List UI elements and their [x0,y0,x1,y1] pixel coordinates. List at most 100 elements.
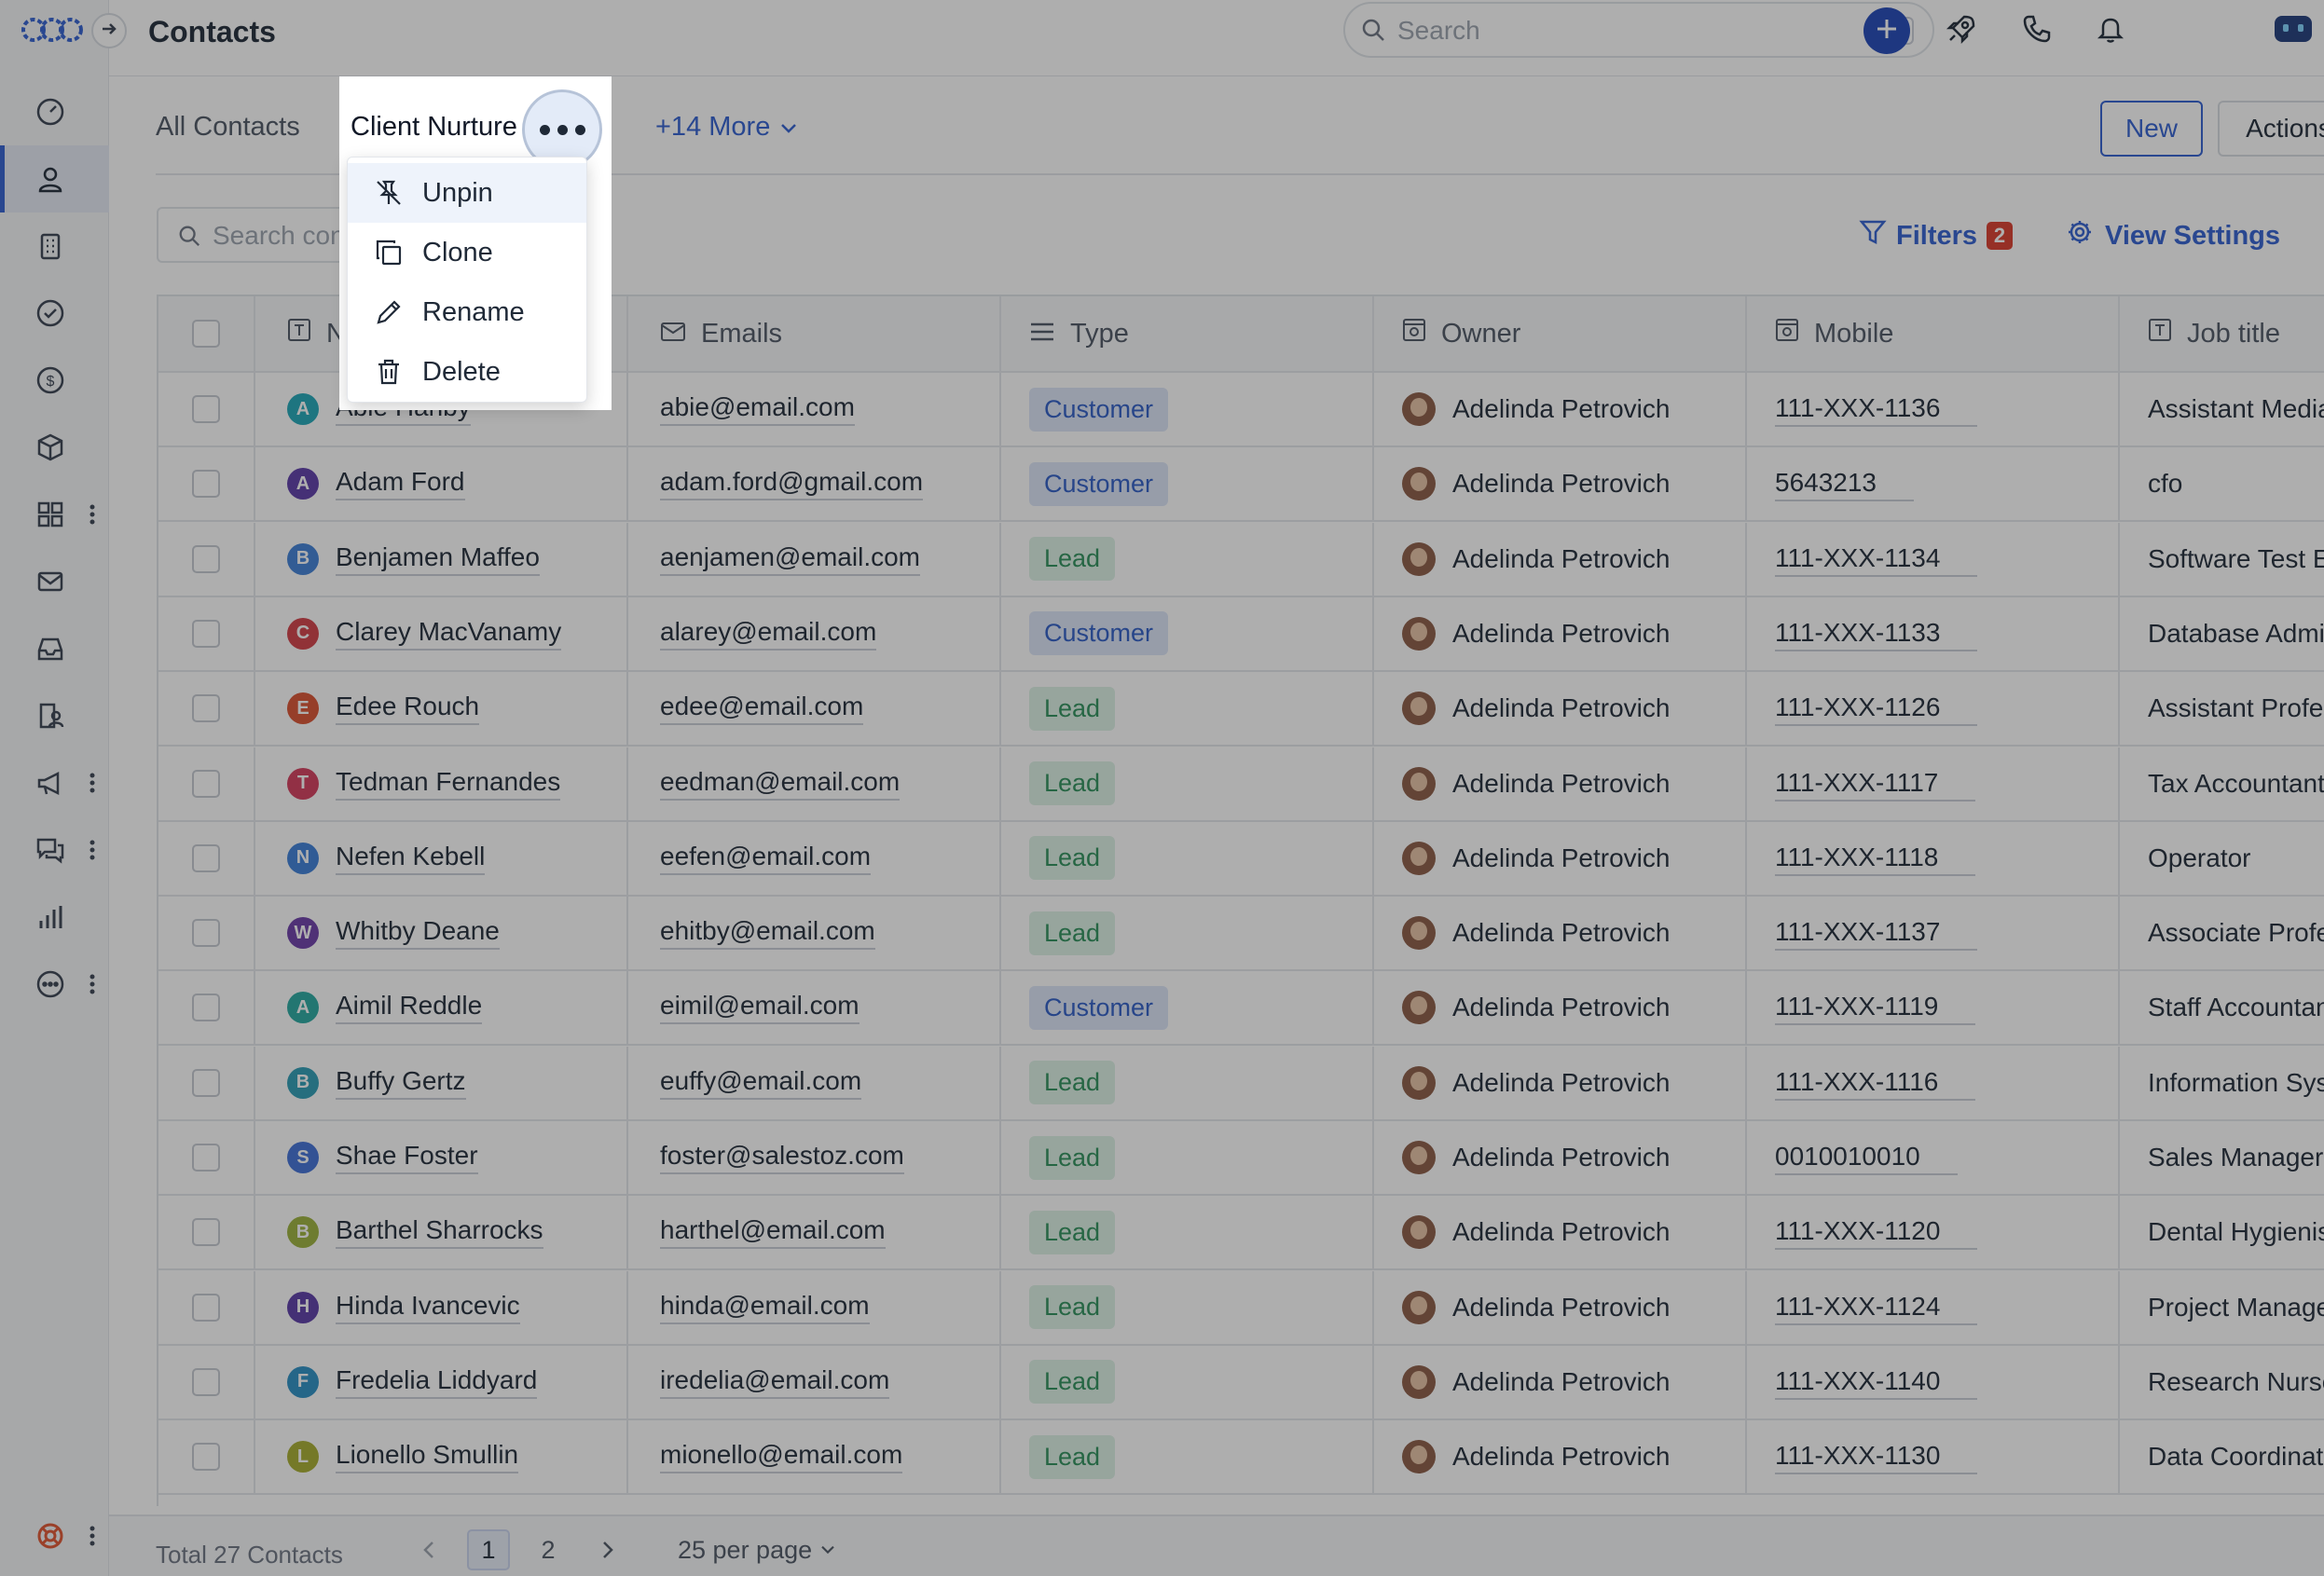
name-cell[interactable]: B Barthel Sharrocks [255,1196,628,1269]
more-views-dropdown[interactable]: +14 More [655,112,798,143]
global-search-input[interactable] [1397,13,1845,48]
row-checkbox[interactable] [192,1068,220,1097]
email-cell[interactable]: eefen@email.com [628,821,1001,895]
email-link[interactable]: iredelia@email.com [660,1365,890,1399]
mobile-cell[interactable]: 111-XXX-1140 [1747,1345,2120,1418]
more-vertical-icon[interactable] [84,766,101,800]
job-title-cell[interactable]: Database Administrator [2120,597,2324,670]
email-link[interactable]: aenjamen@email.com [660,542,920,576]
nav-more[interactable] [0,951,109,1018]
contact-name-link[interactable]: Buffy Gertz [336,1066,466,1100]
owner-cell[interactable]: Adelinda Petrovich [1374,447,1747,521]
mobile-cell[interactable]: 111-XXX-1134 [1747,522,2120,596]
more-vertical-icon[interactable] [84,498,101,531]
nav-deals[interactable]: $ [0,347,109,414]
row-checkbox[interactable] [192,843,220,872]
type-cell[interactable]: Customer [1001,373,1374,445]
table-row[interactable]: F Fredelia Liddyard iredelia@email.com Lead… [158,1345,2324,1420]
contact-name-link[interactable]: Edee Rouch [336,692,480,726]
table-row[interactable]: T Tedman Fernandes eedman@email.com Lead Ade… [158,747,2324,822]
name-cell[interactable]: N Nefen Kebell [255,821,628,895]
email-cell[interactable]: edee@email.com [628,672,1001,746]
email-cell[interactable]: mionello@email.com [628,1420,1001,1494]
mobile-cell[interactable]: 111-XXX-1116 [1747,1046,2120,1119]
select-all-checkbox[interactable] [192,320,220,348]
email-link[interactable]: adam.ford@gmail.com [660,467,924,501]
owner-cell[interactable]: Adelinda Petrovich [1374,1046,1747,1119]
mobile-number[interactable]: 111-XXX-1124 [1775,1290,1978,1325]
actions-dropdown[interactable]: Actions [2218,101,2324,157]
name-cell[interactable]: L Lionello Smullin [255,1420,628,1494]
mobile-number[interactable]: 0010010010 [1775,1140,1958,1175]
nav-contacts[interactable] [0,145,109,212]
new-view-button[interactable]: New [2100,101,2203,157]
job-title-cell[interactable]: Project Manager [2120,1271,2324,1344]
name-cell[interactable]: E Edee Rouch [255,672,628,746]
name-cell[interactable]: A Adam Ford [255,447,628,521]
email-link[interactable]: alarey@email.com [660,617,877,651]
owner-cell[interactable]: Adelinda Petrovich [1374,897,1747,970]
previous-page-button[interactable] [407,1529,450,1570]
type-cell[interactable]: Lead [1001,1270,1374,1344]
table-row[interactable]: A Aimil Reddle eimil@email.com Customer Adel… [158,971,2324,1047]
job-title-cell[interactable]: Information Systems Manager [2120,1047,2324,1119]
mobile-cell[interactable]: 111-XXX-1130 [1747,1420,2120,1494]
column-header-emails[interactable]: Emails [628,296,1001,371]
contact-name-link[interactable]: Adam Ford [336,467,465,501]
view-options-button[interactable] [522,89,602,170]
row-checkbox[interactable] [192,1367,220,1396]
job-title-cell[interactable]: Staff Accountant [2120,971,2324,1044]
email-link[interactable]: eedman@email.com [660,767,901,801]
type-cell[interactable]: Lead [1001,1420,1374,1494]
job-title-cell[interactable]: Operator [2120,822,2324,895]
mobile-number[interactable]: 111-XXX-1133 [1775,616,1978,651]
mobile-cell[interactable]: 111-XXX-1119 [1747,971,2120,1045]
row-checkbox[interactable] [192,1144,220,1172]
app-logo[interactable] [21,13,84,47]
collapse-rail-button[interactable] [91,13,127,48]
table-row[interactable]: A Adam Ford adam.ford@gmail.com Customer Ade… [158,447,2324,523]
column-header-mobile[interactable]: Mobile [1747,296,2120,371]
nav-apps[interactable] [0,481,109,548]
row-checkbox[interactable] [192,395,220,423]
email-cell[interactable]: eedman@email.com [628,747,1001,820]
page-1-button[interactable]: 1 [467,1529,510,1570]
email-cell[interactable]: adam.ford@gmail.com [628,447,1001,521]
nav-email[interactable] [0,548,109,615]
email-cell[interactable]: harthel@email.com [628,1196,1001,1269]
email-cell[interactable]: aenjamen@email.com [628,522,1001,596]
row-checkbox[interactable] [192,769,220,798]
column-header-type[interactable]: Type [1001,296,1374,371]
table-row[interactable]: N Nefen Kebell eefen@email.com Lead Adelinda… [158,821,2324,897]
table-row[interactable]: B Buffy Gertz euffy@email.com Lead Adelinda … [158,1046,2324,1121]
mobile-number[interactable]: 111-XXX-1130 [1775,1439,1978,1475]
row-checkbox[interactable] [192,544,220,573]
create-button[interactable] [1863,7,1910,54]
row-checkbox[interactable] [192,619,220,648]
email-link[interactable]: hinda@email.com [660,1291,870,1324]
job-title-cell[interactable]: Assistant Professor [2120,672,2324,745]
mobile-cell[interactable]: 5643213 [1747,447,2120,521]
phone-button[interactable] [2014,7,2060,54]
job-title-cell[interactable]: Associate Professor [2120,897,2324,969]
assistant-button[interactable] [2270,7,2317,54]
contact-name-link[interactable]: Whitby Deane [336,916,500,951]
type-cell[interactable]: Lead [1001,821,1374,895]
type-cell[interactable]: Customer [1001,971,1374,1045]
owner-cell[interactable]: Adelinda Petrovich [1374,522,1747,596]
name-cell[interactable]: C Clarey MacVanamy [255,596,628,670]
row-checkbox[interactable] [192,1443,220,1472]
per-page-select[interactable]: 25 per page [678,1536,836,1565]
table-row[interactable]: H Hinda Ivancevic hinda@email.com Lead Adeli… [158,1270,2324,1346]
email-cell[interactable]: hinda@email.com [628,1270,1001,1344]
type-cell[interactable]: Customer [1001,447,1374,521]
nav-campaigns[interactable] [0,749,109,816]
job-title-cell[interactable]: Sales Manager [2120,1121,2324,1194]
nav-reports[interactable] [0,884,109,951]
owner-cell[interactable]: Adelinda Petrovich [1374,373,1747,445]
email-link[interactable]: harthel@email.com [660,1215,886,1250]
mobile-cell[interactable]: 111-XXX-1133 [1747,596,2120,670]
mobile-cell[interactable]: 111-XXX-1117 [1747,747,2120,820]
mobile-number[interactable]: 111-XXX-1137 [1775,915,1978,952]
mobile-number[interactable]: 5643213 [1775,466,1915,502]
